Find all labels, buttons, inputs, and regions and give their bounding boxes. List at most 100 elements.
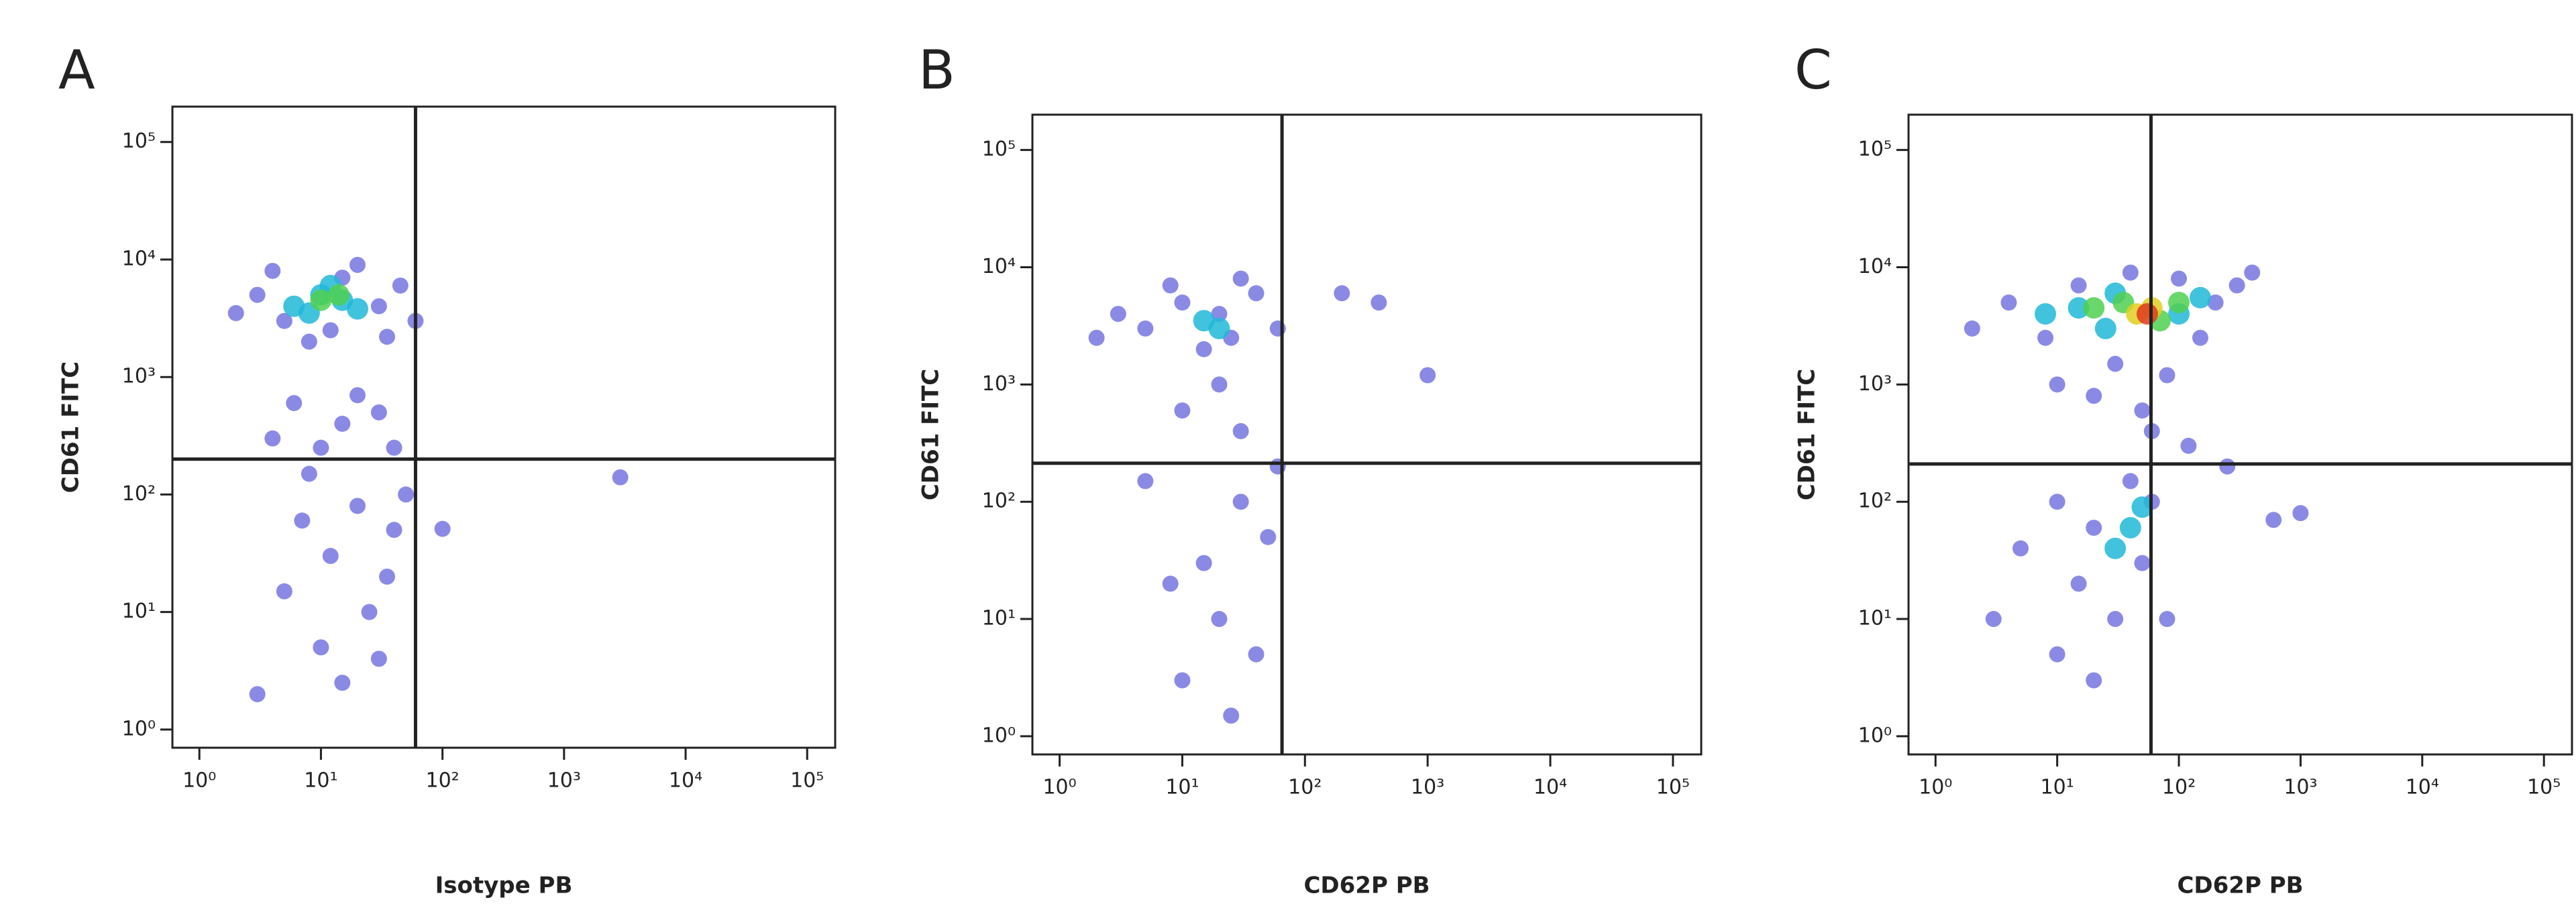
event-point <box>2244 264 2261 281</box>
x-tick-label: 10⁴ <box>1534 776 1567 799</box>
event-point <box>301 465 317 482</box>
event-point <box>2083 297 2105 319</box>
y-tick-label: 10⁴ <box>1858 255 1892 278</box>
event-point <box>386 522 402 538</box>
event-point <box>2086 519 2102 536</box>
event-point <box>2134 402 2151 419</box>
x-axis-label: CD62P PB <box>2177 872 2303 899</box>
event-point <box>1137 473 1154 490</box>
event-point <box>1088 329 1105 346</box>
x-tick-label: 10⁵ <box>790 769 824 793</box>
y-tick-label: 10² <box>122 482 156 506</box>
y-tick-label: 10⁵ <box>122 129 156 153</box>
event-point <box>2122 264 2139 281</box>
event-point <box>2192 329 2208 346</box>
event-point <box>378 329 395 345</box>
event-point <box>1211 306 1228 323</box>
event-point <box>1211 611 1228 628</box>
x-tick-label: 10² <box>2162 776 2196 799</box>
event-point <box>2094 317 2116 339</box>
event-point <box>1260 528 1277 545</box>
y-tick-label: 10² <box>982 490 1016 513</box>
x-axis-label: CD62P PB <box>1303 872 1430 899</box>
event-point <box>2049 376 2065 393</box>
event-point <box>1208 317 1230 339</box>
y-tick-label: 10⁴ <box>982 255 1016 278</box>
x-tick-label: 10⁰ <box>1919 776 1952 799</box>
y-tick-label: 10⁰ <box>122 717 156 740</box>
event-point <box>1232 270 1249 287</box>
x-tick-label: 10⁰ <box>1042 776 1076 799</box>
event-point <box>2037 329 2054 346</box>
event-point <box>2107 611 2124 628</box>
event-point <box>2122 473 2139 490</box>
event-point <box>1162 277 1179 294</box>
x-tick-label: 10¹ <box>2041 776 2074 799</box>
plot-frame <box>1907 113 2573 756</box>
event-point <box>1964 320 1980 337</box>
event-point <box>276 313 292 329</box>
event-point <box>1223 707 1240 724</box>
event-point <box>378 568 395 585</box>
event-point <box>2070 277 2087 294</box>
event-point <box>2070 575 2087 592</box>
event-point <box>1334 285 1350 302</box>
event-point <box>2086 672 2102 689</box>
event-point <box>1419 367 1436 384</box>
event-point <box>349 387 366 404</box>
x-tick-label: 10⁴ <box>2406 776 2439 799</box>
event-point <box>264 262 281 279</box>
event-point <box>2219 458 2236 475</box>
event-point <box>249 286 266 303</box>
y-axis-label: CD61 FITC <box>58 361 85 493</box>
x-tick-label: 10⁵ <box>1656 776 1690 799</box>
x-tick-label: 10¹ <box>1165 776 1199 799</box>
event-point <box>313 639 329 656</box>
event-point <box>2049 646 2065 663</box>
x-tick-label: 10⁵ <box>2527 776 2561 799</box>
event-point <box>398 486 415 503</box>
event-point <box>334 415 351 432</box>
event-point <box>322 548 339 565</box>
event-point <box>2049 494 2065 510</box>
event-point <box>2086 388 2102 404</box>
event-point <box>2012 540 2029 557</box>
event-point <box>434 520 451 537</box>
event-point <box>361 604 378 620</box>
event-point <box>2131 496 2153 518</box>
x-tick-label: 10² <box>426 769 460 793</box>
event-point <box>2292 505 2309 522</box>
event-point <box>370 298 387 315</box>
event-point <box>2119 516 2141 538</box>
x-tick-label: 10³ <box>2284 776 2317 799</box>
panel-letter: A <box>58 39 95 101</box>
event-point <box>249 686 266 703</box>
x-tick-label: 10³ <box>547 769 581 793</box>
event-point <box>349 498 366 514</box>
x-axis-label: Isotype PB <box>435 872 573 899</box>
event-point <box>2107 355 2124 372</box>
event-point <box>1137 320 1154 337</box>
y-tick-label: 10¹ <box>1858 607 1892 630</box>
event-point <box>1371 294 1387 311</box>
event-point <box>1110 306 1126 323</box>
x-tick-label: 10⁴ <box>669 769 702 793</box>
event-point <box>1232 422 1249 439</box>
event-point <box>327 284 350 306</box>
event-point <box>227 304 244 321</box>
event-point <box>301 333 317 350</box>
event-point <box>349 256 366 273</box>
event-point <box>2180 437 2197 454</box>
y-tick-label: 10¹ <box>982 607 1016 630</box>
event-point <box>2168 292 2190 314</box>
y-tick-label: 10³ <box>122 365 156 388</box>
panel-letter: C <box>1794 39 1832 101</box>
y-tick-label: 10⁰ <box>1858 724 1892 747</box>
y-tick-label: 10¹ <box>122 600 156 623</box>
event-point <box>2171 270 2188 287</box>
event-point <box>2000 294 2017 311</box>
event-point <box>346 298 368 320</box>
event-point <box>612 469 629 486</box>
y-tick-label: 10⁰ <box>982 724 1016 747</box>
event-point <box>286 395 303 412</box>
